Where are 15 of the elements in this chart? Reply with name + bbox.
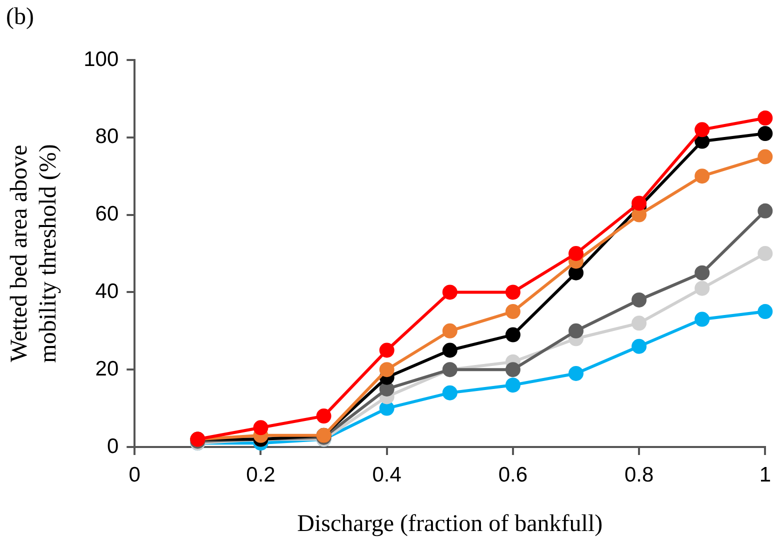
y-tick-label: 0 [106,434,119,458]
y-tick-label: 20 [95,357,119,380]
y-tick-label: 40 [95,280,119,303]
y-tick-label: 60 [95,202,119,226]
x-tick-label: 1 [759,463,772,486]
x-tick-label: 0.2 [246,463,276,486]
y-axis-title: Wetted bed area above mobility threshold (%) [6,144,62,363]
y-tick-label: 80 [95,125,119,148]
y-tick-label: 100 [84,48,119,71]
x-tick-label: 0.8 [624,463,654,486]
x-tick-label: 0.6 [498,463,528,486]
text: (b) [6,4,34,31]
x-tick-label: 0 [128,463,140,486]
x-axis-title: Discharge (fraction of bankfull) [297,510,603,537]
x-tick-label: 0.4 [372,463,402,486]
